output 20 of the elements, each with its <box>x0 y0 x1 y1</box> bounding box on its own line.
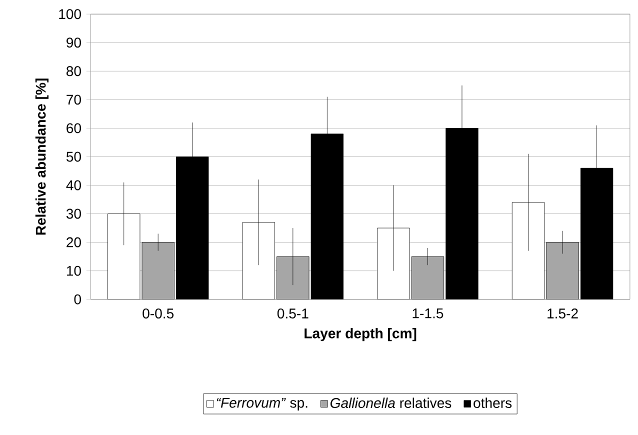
y-tick-label: 10 <box>66 266 81 276</box>
x-tick-label: 0.5-1 <box>277 308 308 318</box>
y-tick-label: 0 <box>74 294 81 304</box>
x-axis-title: Layer depth [cm] <box>304 328 416 341</box>
x-tick-label: 0-0.5 <box>142 308 174 318</box>
y-tick-label: 100 <box>59 8 81 19</box>
y-axis-title: Relative abundance [%] <box>35 78 49 234</box>
y-tick-label: 70 <box>66 94 81 104</box>
x-tick-label: 1.5-2 <box>548 308 578 318</box>
y-tick-label: 50 <box>66 152 81 162</box>
y-tick-label: 60 <box>66 123 81 133</box>
y-tick-label: 20 <box>66 237 81 248</box>
legend-label: “Ferrovum” sp. <box>216 398 308 410</box>
legend-label: Gallionella relatives <box>330 397 452 408</box>
legend-label: others <box>474 397 512 408</box>
y-tick-label: 90 <box>66 37 81 48</box>
y-tick-label: 80 <box>66 66 81 76</box>
x-tick-label: 1-1.5 <box>412 308 444 318</box>
y-tick-label: 40 <box>66 180 81 190</box>
y-tick-label: 30 <box>66 208 81 219</box>
